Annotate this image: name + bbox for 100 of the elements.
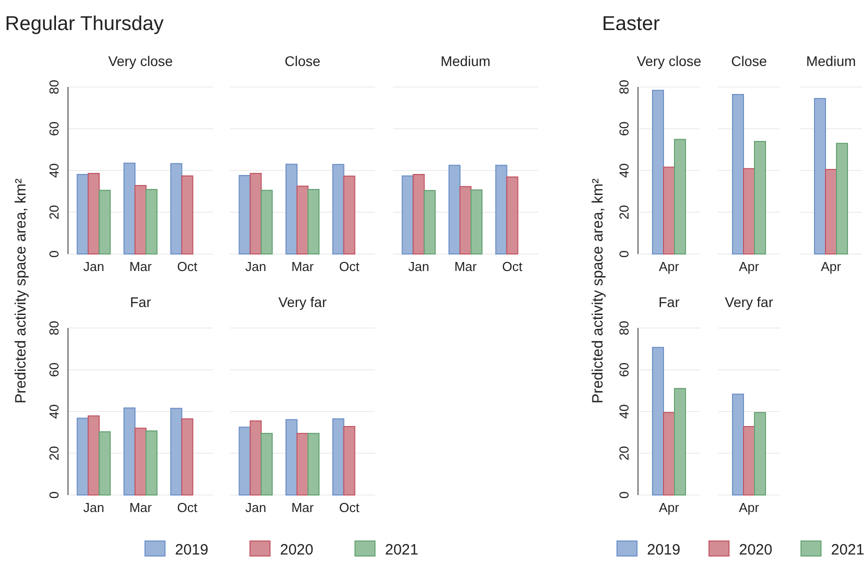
bar [308, 432, 320, 496]
x-tick-label: Mar [454, 259, 478, 274]
bar [506, 176, 518, 254]
x-tick-label: Jan [245, 259, 266, 274]
y-tick-label: 0 [616, 491, 632, 499]
y-tick-label: 20 [46, 446, 62, 460]
bar [460, 186, 472, 254]
x-tick-label: Apr [820, 259, 842, 274]
chart-title: Close [731, 53, 768, 69]
x-tick-label: Mar [129, 500, 152, 516]
bar [146, 430, 158, 496]
bar [76, 174, 89, 254]
legend-label: 2021 [385, 541, 418, 558]
x-tick-label: Jan [83, 500, 104, 516]
y-tick-label: 0 [46, 250, 62, 258]
bar [260, 432, 273, 496]
bar [332, 418, 344, 496]
bar [170, 163, 182, 254]
y-tick-label: 80 [616, 320, 632, 336]
bar [424, 190, 436, 254]
bar [412, 174, 425, 254]
bar [146, 188, 158, 254]
text: Regular Thursday [5, 13, 164, 35]
chart-title: Far [130, 294, 152, 310]
y-tick-label: 80 [46, 320, 62, 336]
y-tick-label: 0 [46, 491, 62, 499]
bar [663, 412, 675, 496]
bar [98, 190, 111, 254]
bar [124, 162, 136, 254]
legend-label: 2020 [280, 541, 314, 558]
x-tick-label: Mar [291, 259, 314, 274]
y-tick-label: 20 [616, 205, 632, 220]
bar [652, 90, 664, 254]
bar [286, 419, 298, 496]
bar [238, 426, 251, 496]
bar [88, 415, 100, 496]
y-axis-title: Predicted activity space area, km² [589, 178, 606, 404]
chart-title: Medium [440, 53, 490, 69]
y-tick-label: 60 [616, 362, 632, 377]
y-tick-label: 0 [616, 250, 632, 258]
legend-label: 2021 [831, 541, 864, 558]
bar [250, 420, 262, 496]
x-tick-label: Oct [339, 259, 360, 274]
y-tick-label: 60 [46, 362, 62, 377]
bar [402, 175, 414, 254]
bar [296, 432, 308, 496]
legend-label: 2020 [739, 541, 772, 558]
x-tick-label: Oct [502, 259, 523, 274]
bar [181, 418, 194, 496]
text: Easter [602, 13, 660, 35]
chart-title: Far [658, 294, 680, 310]
x-tick-label: Apr [658, 259, 680, 274]
bar [448, 164, 460, 254]
bar [134, 428, 146, 496]
bar [88, 172, 100, 254]
x-tick-label: Mar [129, 259, 152, 274]
chart-title: Very far [278, 294, 327, 310]
y-tick-label: 80 [616, 80, 632, 94]
y-axis-title: Predicted activity space area, km² [12, 178, 30, 404]
bar [652, 346, 664, 496]
bar [495, 164, 508, 254]
x-tick-label: Oct [339, 500, 360, 516]
y-tick-label: 40 [616, 404, 632, 419]
bar [260, 190, 273, 254]
bar [76, 418, 89, 496]
y-tick-label: 60 [616, 122, 632, 136]
x-tick-label: Jan [408, 259, 430, 274]
y-tick-label: 40 [46, 163, 62, 178]
bar [332, 164, 344, 254]
bar [124, 407, 136, 496]
bar [181, 175, 194, 254]
chart-title: Close [284, 53, 321, 69]
x-tick-label: Jan [245, 500, 266, 516]
x-tick-label: Oct [177, 500, 198, 516]
y-tick-label: 20 [616, 446, 632, 460]
bar [663, 166, 675, 254]
bar [134, 185, 146, 254]
bar [343, 176, 356, 254]
bar [674, 138, 686, 254]
bar [343, 426, 356, 496]
bar [238, 175, 251, 254]
chart-title: Very far [724, 294, 774, 310]
bar [470, 189, 482, 254]
bar [98, 431, 111, 496]
y-tick-label: 80 [46, 80, 62, 94]
bar [170, 408, 182, 496]
y-tick-label: 60 [46, 122, 62, 136]
x-tick-label: Apr [738, 259, 760, 274]
x-tick-label: Mar [291, 500, 314, 516]
x-tick-label: Oct [177, 259, 198, 274]
bar [674, 388, 686, 496]
chart-title: Very close [636, 53, 702, 69]
x-tick-label: Apr [738, 500, 760, 516]
bar [308, 188, 320, 254]
x-tick-label: Jan [83, 259, 104, 274]
legend-label: 2019 [175, 541, 208, 558]
y-tick-label: 40 [46, 404, 62, 419]
bar [286, 164, 298, 254]
y-tick-label: 40 [616, 163, 632, 178]
chart-title: Very close [108, 53, 174, 69]
